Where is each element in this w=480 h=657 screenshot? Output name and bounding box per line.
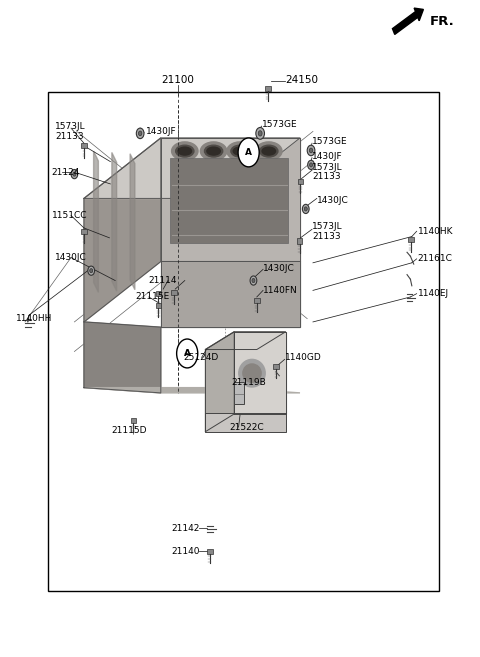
Bar [156,291,161,296]
Bar [408,237,414,242]
Bar [298,179,303,184]
Text: 21114: 21114 [149,276,177,285]
Circle shape [238,138,259,167]
Circle shape [252,279,255,283]
Ellipse shape [256,142,282,160]
Text: 1573GE: 1573GE [262,120,297,129]
Bar [171,290,177,295]
Bar [170,158,288,243]
Circle shape [73,172,76,176]
Text: 21522C: 21522C [229,422,264,432]
Circle shape [258,131,262,136]
Text: 1140HH: 1140HH [16,314,52,323]
Text: 1573JL
21133: 1573JL 21133 [55,122,86,141]
Circle shape [256,127,264,139]
Bar [48,92,439,591]
Polygon shape [84,138,300,198]
Polygon shape [94,151,98,292]
Text: 1140GD: 1140GD [285,353,322,362]
Text: 21124: 21124 [52,168,80,177]
Bar [205,413,286,432]
Circle shape [138,131,142,136]
Text: 1151CC: 1151CC [52,211,87,220]
Polygon shape [205,332,234,432]
Circle shape [90,269,93,273]
Ellipse shape [172,142,198,160]
Bar [234,382,244,404]
Circle shape [309,148,313,153]
Circle shape [310,163,312,167]
Polygon shape [161,261,300,327]
Ellipse shape [176,145,194,157]
Circle shape [308,160,314,170]
Text: 1430JC: 1430JC [263,263,295,273]
Text: 1430JF: 1430JF [146,127,177,136]
Circle shape [177,339,198,368]
Circle shape [71,170,78,179]
Polygon shape [234,332,286,414]
Text: 1573JL
21133: 1573JL 21133 [312,222,343,240]
Bar [131,418,136,423]
Text: 21100: 21100 [161,75,194,85]
FancyArrow shape [393,8,423,34]
Text: 1140FN: 1140FN [263,286,298,295]
Bar [81,229,87,234]
Circle shape [136,128,144,139]
Ellipse shape [227,142,253,160]
Text: 25124D: 25124D [183,353,218,362]
Ellipse shape [260,145,278,157]
Polygon shape [130,154,135,290]
Ellipse shape [243,364,261,382]
Ellipse shape [231,145,249,157]
Ellipse shape [233,147,247,155]
Text: 1573JL
21133: 1573JL 21133 [312,163,343,181]
Text: 1140EJ: 1140EJ [418,289,449,298]
Polygon shape [161,138,300,261]
Bar [156,303,161,308]
Ellipse shape [239,359,265,387]
Bar [207,549,213,554]
Ellipse shape [178,147,192,155]
Text: 21140: 21140 [172,547,200,556]
Text: 1573GE: 1573GE [312,137,348,147]
Bar [273,364,279,369]
Circle shape [88,266,95,275]
Text: 21161C: 21161C [418,254,453,263]
Ellipse shape [207,147,220,155]
Polygon shape [84,322,161,393]
Text: A: A [245,148,252,157]
Circle shape [302,204,309,214]
Ellipse shape [200,142,227,160]
Polygon shape [205,332,286,350]
Text: A: A [184,349,191,358]
Text: 1430JC: 1430JC [55,253,87,262]
Text: 1430JC: 1430JC [317,196,348,205]
Ellipse shape [262,147,276,155]
Ellipse shape [204,145,223,157]
Bar [81,143,87,148]
Text: 1140HK: 1140HK [418,227,453,236]
Text: FR.: FR. [430,15,455,28]
Circle shape [307,145,315,156]
Bar [265,86,271,91]
Polygon shape [84,388,300,393]
Polygon shape [84,138,161,322]
Circle shape [304,207,307,211]
Text: 21115E: 21115E [135,292,169,302]
Text: 21119B: 21119B [232,378,266,387]
Text: 1430JF: 1430JF [312,152,343,161]
Circle shape [250,276,257,285]
Text: 21115D: 21115D [112,426,147,435]
Polygon shape [112,152,117,291]
Bar [254,298,260,303]
Bar [297,238,302,244]
Text: 24150: 24150 [286,75,319,85]
Text: 21142: 21142 [172,524,200,533]
